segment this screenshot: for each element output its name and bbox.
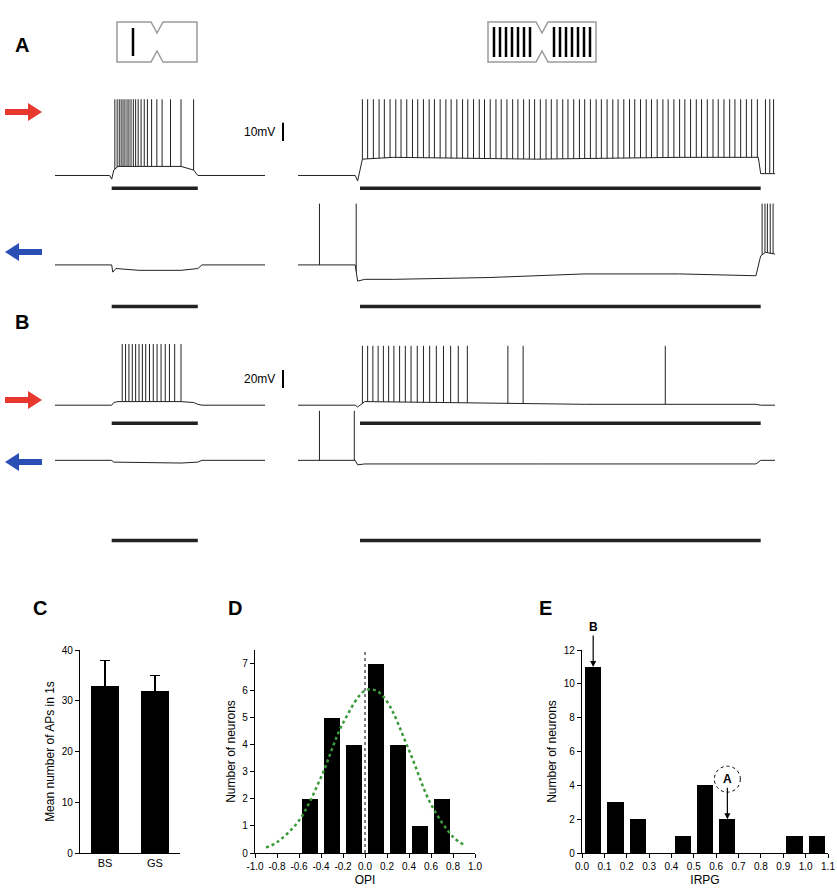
svg-text:0: 0 (569, 848, 575, 859)
svg-text:A: A (723, 772, 732, 786)
svg-text:0.2: 0.2 (620, 861, 634, 872)
svg-text:20mV: 20mV (244, 372, 275, 386)
svg-text:0.3: 0.3 (642, 861, 656, 872)
svg-text:1.0: 1.0 (468, 861, 482, 872)
svg-text:-0.4: -0.4 (312, 861, 330, 872)
svg-text:Mean number of APs in 1s: Mean number of APs in 1s (43, 681, 57, 822)
svg-text:1.1: 1.1 (821, 861, 835, 872)
svg-text:6: 6 (569, 746, 575, 757)
svg-text:6: 6 (242, 685, 248, 696)
svg-text:0: 0 (242, 848, 248, 859)
svg-text:Number of neurons: Number of neurons (224, 700, 238, 803)
svg-text:20: 20 (62, 746, 74, 757)
svg-text:-0.2: -0.2 (334, 861, 352, 872)
svg-text:B: B (589, 620, 598, 634)
svg-text:D: D (228, 597, 242, 619)
svg-text:4: 4 (569, 780, 575, 791)
svg-text:OPI: OPI (355, 873, 376, 887)
svg-text:0.0: 0.0 (358, 861, 372, 872)
svg-text:2: 2 (242, 793, 248, 804)
svg-text:2: 2 (569, 814, 575, 825)
svg-text:0.9: 0.9 (776, 861, 790, 872)
svg-text:10mV: 10mV (244, 125, 275, 139)
svg-text:C: C (33, 597, 47, 619)
svg-text:A: A (15, 34, 29, 56)
svg-text:1: 1 (242, 820, 248, 831)
svg-text:0.5: 0.5 (687, 861, 701, 872)
svg-text:8: 8 (569, 712, 575, 723)
svg-text:30: 30 (62, 695, 74, 706)
svg-text:-0.8: -0.8 (268, 861, 286, 872)
svg-text:0.8: 0.8 (754, 861, 768, 872)
svg-text:-0.6: -0.6 (290, 861, 308, 872)
svg-text:E: E (539, 597, 552, 619)
svg-text:12: 12 (564, 645, 576, 656)
svg-text:0.6: 0.6 (424, 861, 438, 872)
svg-text:-1.0: -1.0 (246, 861, 264, 872)
svg-text:0.6: 0.6 (709, 861, 723, 872)
svg-text:0.8: 0.8 (446, 861, 460, 872)
svg-text:40: 40 (62, 645, 74, 656)
svg-text:7: 7 (242, 658, 248, 669)
svg-text:B: B (15, 311, 29, 333)
svg-text:0.7: 0.7 (732, 861, 746, 872)
svg-text:10: 10 (62, 797, 74, 808)
svg-text:IRPG: IRPG (690, 873, 719, 887)
svg-text:0.0: 0.0 (575, 861, 589, 872)
svg-text:4: 4 (242, 739, 248, 750)
svg-text:0: 0 (67, 848, 73, 859)
svg-text:BS: BS (98, 857, 113, 869)
svg-text:0.4: 0.4 (664, 861, 678, 872)
svg-text:3: 3 (242, 766, 248, 777)
svg-text:Number of neurons: Number of neurons (545, 700, 559, 803)
svg-text:0.4: 0.4 (402, 861, 416, 872)
svg-text:0.2: 0.2 (380, 861, 394, 872)
svg-text:5: 5 (242, 712, 248, 723)
svg-text:10: 10 (564, 678, 576, 689)
svg-text:0.1: 0.1 (597, 861, 611, 872)
svg-text:GS: GS (147, 857, 163, 869)
svg-text:1.0: 1.0 (799, 861, 813, 872)
